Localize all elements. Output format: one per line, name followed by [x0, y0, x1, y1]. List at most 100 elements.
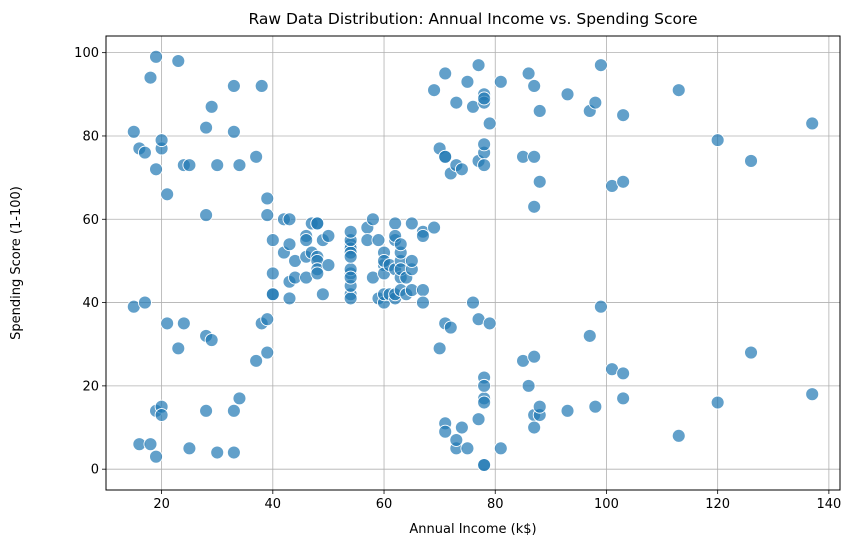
data-point — [466, 295, 480, 310]
y-axis-label: Spending Score (1-100) — [9, 186, 24, 340]
data-point — [265, 287, 280, 302]
data-point — [343, 224, 358, 239]
y-tick-label: 0 — [91, 463, 99, 478]
data-point — [805, 116, 820, 131]
x-ticks: 20 40 60 80 100 120 140 — [153, 490, 841, 512]
data-point — [154, 133, 169, 148]
data-point — [521, 66, 536, 81]
data-point — [671, 428, 686, 443]
data-point — [560, 87, 575, 102]
data-point — [210, 158, 225, 173]
data-point — [143, 70, 158, 85]
data-point — [477, 395, 492, 410]
data-point — [527, 349, 542, 364]
data-point — [532, 104, 547, 118]
data-point — [588, 399, 603, 414]
data-point — [477, 378, 492, 393]
data-point — [404, 253, 419, 268]
data-point — [176, 316, 191, 331]
data-point — [616, 391, 631, 406]
data-point — [616, 174, 631, 189]
data-point — [310, 266, 325, 281]
data-point — [160, 187, 175, 202]
data-point — [321, 258, 336, 273]
x-tick-label: 20 — [153, 497, 170, 512]
y-tick-label: 60 — [82, 213, 99, 228]
data-point — [477, 137, 492, 152]
data-point — [226, 79, 241, 93]
data-point — [438, 424, 453, 439]
data-point — [282, 291, 297, 306]
data-point — [710, 133, 725, 148]
data-point — [416, 295, 430, 310]
y-tick-label: 80 — [82, 129, 99, 144]
data-point — [137, 145, 152, 160]
data-point — [427, 220, 442, 235]
data-point — [343, 270, 358, 285]
data-point — [493, 74, 508, 89]
data-point — [616, 366, 631, 381]
data-point — [438, 66, 453, 81]
x-tick-label: 80 — [487, 497, 504, 512]
data-point — [249, 149, 264, 164]
data-points — [126, 49, 820, 472]
data-point — [321, 228, 336, 243]
data-point — [299, 233, 314, 248]
data-point — [204, 99, 219, 114]
data-point — [182, 158, 197, 173]
data-point — [482, 116, 497, 131]
data-point — [744, 154, 758, 168]
data-point — [532, 174, 547, 189]
data-point — [171, 341, 186, 356]
data-point — [393, 237, 408, 252]
data-point — [477, 158, 492, 173]
data-point — [365, 212, 380, 227]
x-tick-label: 120 — [705, 497, 730, 512]
x-axis-label: Annual Income (k$) — [409, 522, 536, 537]
data-point — [199, 403, 214, 418]
data-point — [154, 408, 169, 422]
data-point — [232, 158, 247, 173]
data-point — [160, 316, 175, 331]
data-point — [443, 320, 458, 335]
y-tick-label: 40 — [82, 296, 99, 311]
data-point — [210, 445, 225, 460]
data-point — [171, 54, 186, 68]
data-point — [527, 149, 542, 164]
data-point — [805, 387, 820, 402]
data-point — [616, 108, 631, 123]
data-point — [265, 233, 280, 248]
data-point — [477, 458, 492, 472]
data-point — [265, 266, 280, 281]
data-point — [249, 353, 264, 368]
data-point — [477, 91, 492, 106]
data-point — [521, 378, 536, 393]
data-point — [226, 124, 241, 139]
data-point — [149, 449, 163, 464]
data-point — [199, 120, 214, 135]
chart-title: Raw Data Distribution: Annual Income vs.… — [248, 10, 697, 28]
y-tick-label: 100 — [74, 46, 99, 61]
data-point — [582, 328, 597, 343]
y-tick-label: 20 — [82, 379, 99, 394]
data-point — [532, 399, 547, 414]
data-point — [126, 124, 141, 139]
data-point — [710, 395, 725, 410]
x-tick-label: 100 — [594, 497, 619, 512]
data-point — [471, 58, 486, 73]
data-point — [438, 149, 453, 164]
data-point — [454, 162, 469, 177]
data-point — [143, 437, 158, 452]
data-point — [493, 441, 508, 456]
plot-frame — [105, 35, 841, 491]
data-point — [416, 283, 430, 298]
data-point — [260, 208, 275, 223]
data-point — [260, 312, 275, 327]
data-point — [427, 83, 442, 98]
data-point — [282, 237, 297, 252]
data-point — [137, 295, 152, 310]
data-point — [226, 445, 241, 460]
data-point — [404, 216, 419, 231]
data-point — [232, 391, 247, 406]
